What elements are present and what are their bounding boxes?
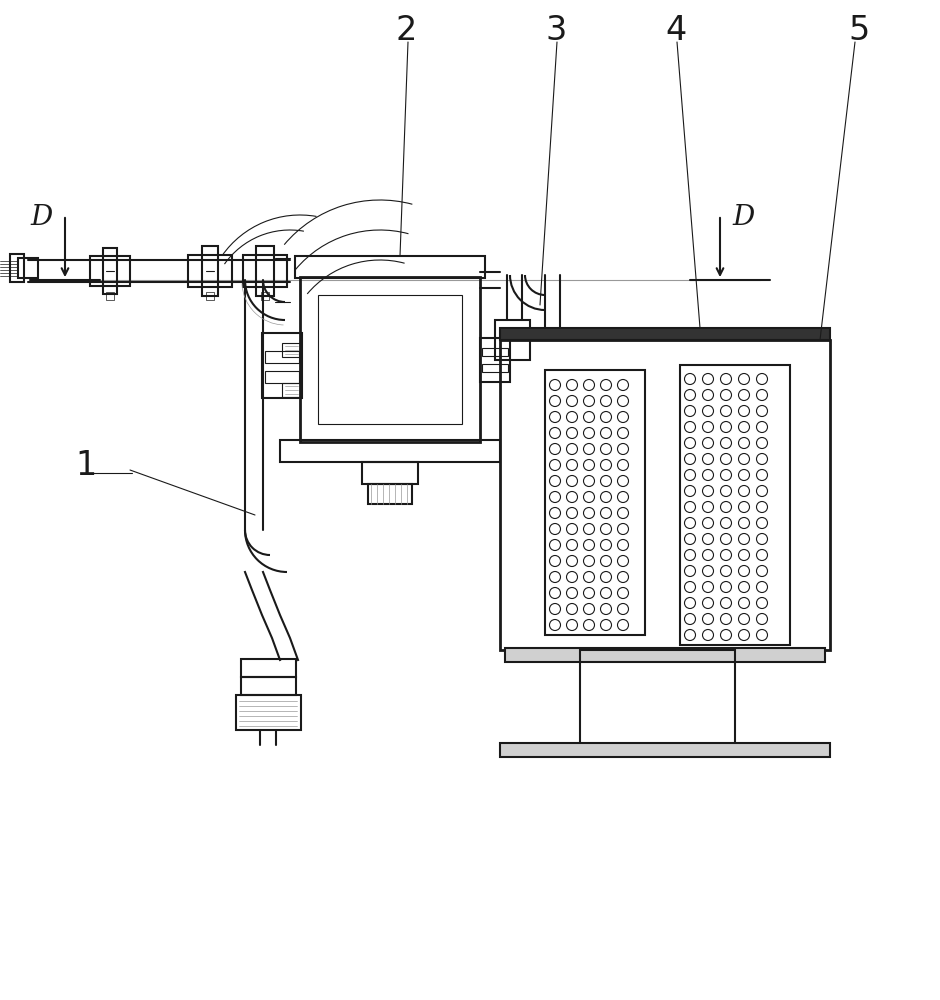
Text: 4: 4 (665, 14, 686, 47)
Bar (188, 255, 232, 287)
Text: 5: 5 (848, 14, 870, 47)
Text: D: D (30, 204, 53, 231)
Bar (265, 351, 299, 363)
Bar (500, 743, 830, 757)
Bar (482, 364, 508, 372)
Bar (500, 340, 830, 650)
Bar (545, 370, 645, 635)
Bar (10, 254, 24, 282)
Bar (265, 371, 299, 383)
Bar (18, 258, 38, 278)
Bar (480, 338, 510, 382)
Bar (580, 650, 735, 745)
Bar (243, 255, 287, 287)
Bar (282, 383, 300, 397)
Text: 2: 2 (395, 14, 416, 47)
Bar (280, 440, 500, 462)
Bar (256, 246, 274, 296)
Bar (90, 256, 130, 286)
Bar (261, 292, 269, 300)
Bar (262, 333, 302, 398)
Text: D: D (732, 204, 754, 231)
Bar (282, 343, 300, 357)
Bar (236, 695, 301, 730)
Bar (295, 256, 485, 278)
Text: 3: 3 (545, 14, 566, 47)
Bar (505, 648, 825, 662)
Bar (202, 246, 218, 296)
Bar (362, 462, 418, 484)
Text: 1: 1 (75, 449, 96, 482)
Bar (241, 659, 296, 677)
Bar (300, 277, 480, 442)
Bar (206, 292, 214, 300)
Bar (482, 348, 508, 356)
Bar (318, 295, 462, 424)
Bar (103, 248, 117, 294)
Bar (368, 484, 412, 504)
Bar (241, 677, 296, 695)
Bar (106, 292, 114, 300)
Bar (495, 320, 530, 360)
Bar (680, 365, 790, 645)
Bar (500, 328, 830, 340)
